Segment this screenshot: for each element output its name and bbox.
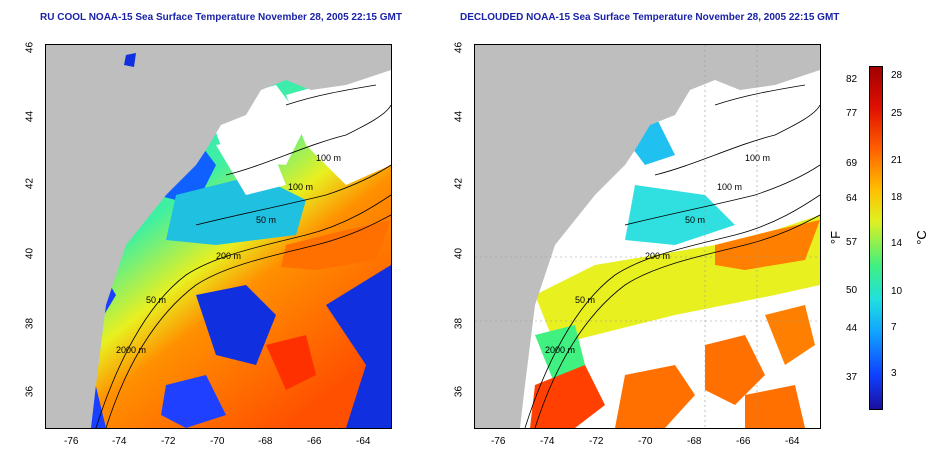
fahrenheit-tick: 44: [846, 323, 858, 334]
fahrenheit-tick: 57: [846, 237, 858, 248]
y-tick: 38: [453, 317, 465, 330]
y-tick: 46: [24, 41, 36, 54]
fahrenheit-tick: 50: [846, 285, 858, 296]
right-map-panel[interactable]: 100 m 100 m 50 m 200 m 50 m 2000 m: [474, 44, 821, 429]
right-map-title: DECLOUDED NOAA-15 Sea Surface Temperatur…: [460, 12, 840, 23]
y-tick: 36: [24, 385, 36, 398]
x-tick: -76: [64, 436, 79, 447]
right-sst-image: [475, 45, 820, 428]
celsius-tick: 21: [891, 155, 903, 166]
y-tick: 44: [24, 110, 36, 123]
celsius-tick: 3: [891, 368, 897, 379]
contour-label: 100 m: [288, 182, 314, 192]
contour-label: 100 m: [745, 153, 771, 163]
x-tick: -66: [736, 436, 751, 447]
contour-label: 200 m: [216, 251, 242, 261]
contour-label: 2000 m: [116, 345, 147, 355]
fahrenheit-tick: 37: [846, 372, 858, 383]
contour-label: 50 m: [256, 215, 277, 225]
contour-label: 50 m: [146, 295, 167, 305]
contour-label: 2000 m: [545, 345, 576, 355]
contour-label: 50 m: [575, 295, 596, 305]
y-tick: 46: [453, 41, 465, 54]
celsius-tick: 14: [891, 238, 903, 249]
y-tick: 44: [453, 110, 465, 123]
x-tick: -72: [589, 436, 604, 447]
x-tick: -76: [491, 436, 506, 447]
celsius-tick: 10: [891, 286, 903, 297]
fahrenheit-unit-label: °F: [828, 230, 844, 245]
y-tick: 42: [453, 177, 465, 190]
celsius-tick: 25: [891, 108, 903, 119]
x-tick: -70: [638, 436, 653, 447]
x-tick: -70: [210, 436, 225, 447]
x-tick: -68: [258, 436, 273, 447]
fahrenheit-tick: 64: [846, 193, 858, 204]
contour-label: 100 m: [316, 153, 342, 163]
y-tick: 42: [24, 177, 36, 190]
celsius-unit-label: °C: [913, 230, 929, 245]
temperature-colorbar: [869, 66, 883, 410]
left-map-title: RU COOL NOAA-15 Sea Surface Temperature …: [40, 12, 402, 23]
x-tick: -66: [307, 436, 322, 447]
y-tick: 40: [453, 247, 465, 260]
x-tick: -74: [540, 436, 555, 447]
y-tick: 36: [453, 385, 465, 398]
celsius-tick: 28: [891, 70, 903, 81]
celsius-tick: 7: [891, 322, 897, 333]
x-tick: -64: [785, 436, 800, 447]
y-tick: 40: [24, 247, 36, 260]
x-tick: -68: [687, 436, 702, 447]
x-tick: -74: [112, 436, 127, 447]
x-tick: -72: [161, 436, 176, 447]
fahrenheit-tick: 77: [846, 108, 858, 119]
y-tick: 38: [24, 317, 36, 330]
fahrenheit-tick: 69: [846, 158, 858, 169]
contour-label: 100 m: [717, 182, 743, 192]
contour-label: 200 m: [645, 251, 671, 261]
left-sst-image: [46, 45, 391, 428]
left-map-panel[interactable]: 100 m 100 m 50 m 200 m 50 m 2000 m: [45, 44, 392, 429]
x-tick: -64: [356, 436, 371, 447]
celsius-tick: 18: [891, 192, 903, 203]
fahrenheit-tick: 82: [846, 74, 858, 85]
contour-label: 50 m: [685, 215, 706, 225]
